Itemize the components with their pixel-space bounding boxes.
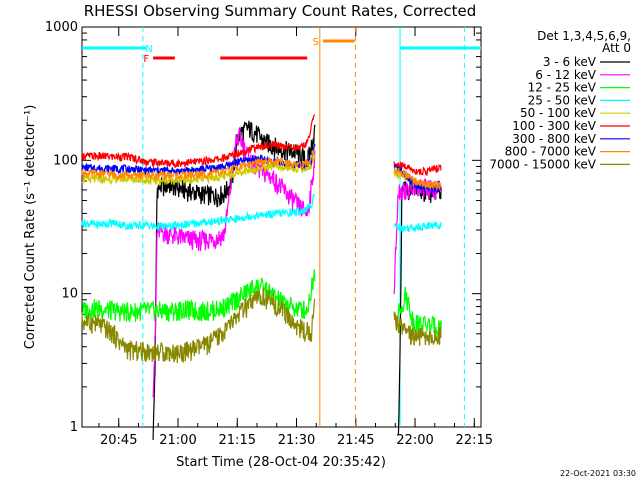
series-line (394, 221, 442, 234)
series-line (81, 114, 315, 168)
x-tick-labels: 20:45 21:00 21:15 21:30 21:45 22:00 22:15 (100, 433, 493, 448)
generated-timestamp: 22-Oct-2021 03:30 (560, 469, 636, 478)
y-tick-labels: 1 10 100 1000 (45, 20, 78, 435)
y-tick-label: 1000 (45, 20, 78, 35)
legend-header-line-1: Det 1,3,4,5,6,9, (537, 29, 631, 43)
legend-label: 25 - 50 keV (528, 93, 597, 107)
y-tick-label: 1 (70, 420, 78, 435)
flag-bars: NF S (82, 37, 481, 65)
flag-label: F (143, 54, 149, 65)
series-lines (81, 114, 442, 440)
legend-label: 50 - 100 keV (520, 106, 597, 120)
legend-label: 3 - 6 keV (543, 55, 597, 69)
legend-label: 6 - 12 keV (535, 68, 597, 82)
chart-title: RHESSI Observing Summary Count Rates, Co… (84, 2, 477, 20)
axis-ticks (82, 27, 481, 428)
series-line (393, 167, 442, 191)
series-line (81, 269, 316, 323)
flag-label: N (145, 44, 152, 55)
y-axis-label: Corrected Count Rate (s⁻¹ detector⁻¹) (23, 105, 38, 350)
series-line (397, 286, 442, 337)
legend-header-line-2: Att 0 (602, 41, 631, 55)
legend-label: 800 - 7000 keV (505, 145, 597, 159)
x-axis-label: Start Time (28-Oct-04 20:35:42) (176, 455, 386, 470)
x-tick-label: 21:45 (337, 433, 374, 448)
series-line (397, 180, 442, 435)
plot-frame (81, 26, 482, 428)
series-line (393, 311, 442, 346)
legend-label: 300 - 800 keV (512, 132, 596, 146)
legend-label: 7000 - 15000 keV (489, 157, 596, 171)
x-tick-label: 21:15 (219, 433, 256, 448)
series-line (81, 286, 316, 364)
y-tick-label: 10 (61, 287, 78, 302)
x-tick-label: 22:15 (456, 433, 493, 448)
series-line (393, 161, 442, 176)
series-line (81, 193, 316, 232)
flag-label: S (313, 37, 319, 48)
series-line (152, 127, 316, 398)
x-tick-label: 21:00 (159, 433, 196, 448)
series-line (81, 146, 316, 181)
x-tick-label: 20:45 (100, 433, 137, 448)
series-line (81, 154, 316, 187)
y-tick-label: 100 (53, 153, 78, 168)
x-tick-label: 22:00 (396, 433, 433, 448)
legend-label: 100 - 300 keV (512, 119, 596, 133)
x-tick-label: 21:30 (278, 433, 315, 448)
legend-label: 12 - 25 keV (528, 81, 597, 95)
